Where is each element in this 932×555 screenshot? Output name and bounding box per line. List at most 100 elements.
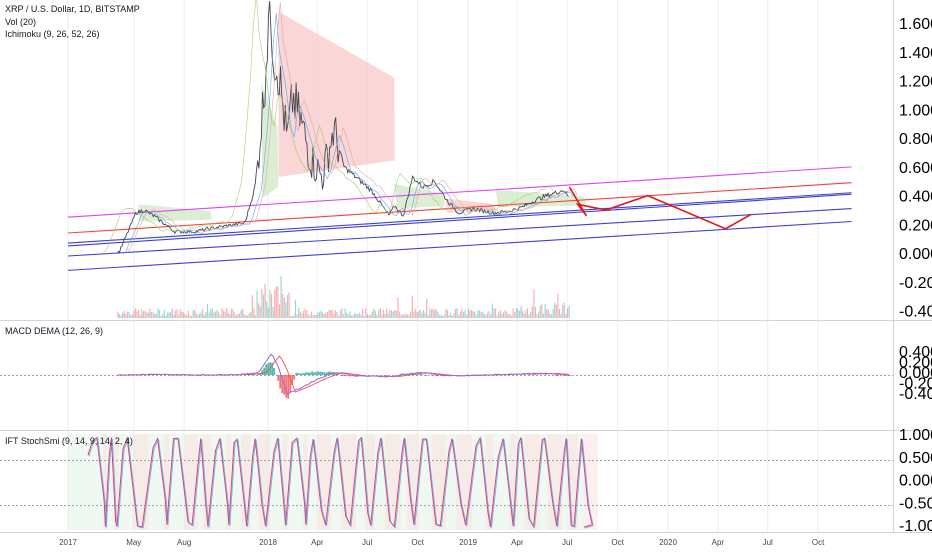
cloud-segment bbox=[444, 198, 496, 213]
price-series bbox=[103, 0, 578, 254]
volume-bar bbox=[270, 293, 273, 318]
volume-bar bbox=[410, 311, 412, 318]
macd-histogram-bar bbox=[333, 372, 336, 375]
volume-bar bbox=[360, 314, 362, 318]
volume-bar bbox=[568, 305, 570, 318]
macd-line bbox=[117, 353, 570, 395]
volume-bar bbox=[509, 313, 511, 318]
volume-bar bbox=[237, 314, 239, 318]
y-tick-label: 0.60000 bbox=[899, 160, 932, 177]
volume-bar bbox=[526, 308, 529, 318]
volume-bar bbox=[346, 312, 348, 318]
volume-bar bbox=[282, 293, 284, 318]
volume-bar bbox=[277, 286, 279, 318]
volume-bar bbox=[155, 313, 157, 318]
stoch-red-zone bbox=[282, 434, 288, 530]
ichimoku-base-line bbox=[127, 2, 578, 254]
volume-bar bbox=[162, 314, 164, 318]
y-tick-label: 0.00000 bbox=[899, 246, 932, 263]
volume-bar bbox=[272, 307, 274, 318]
volume-bar bbox=[299, 311, 301, 318]
volume-bar bbox=[294, 299, 297, 318]
volume-bar bbox=[502, 312, 505, 318]
volume-bar bbox=[309, 315, 311, 318]
macd-histogram-bar bbox=[267, 363, 270, 375]
volume-bar bbox=[202, 308, 204, 318]
volume-bar bbox=[506, 311, 508, 318]
volume-bar bbox=[446, 309, 449, 318]
volume-bar bbox=[288, 292, 290, 318]
volume-bar bbox=[531, 306, 533, 318]
volume-bar bbox=[285, 302, 287, 318]
volume-bar bbox=[381, 314, 383, 318]
volume-bar bbox=[358, 312, 361, 318]
x-tick-label: 2017 bbox=[59, 538, 77, 547]
volume-bar bbox=[154, 314, 156, 318]
volume-bar bbox=[243, 314, 245, 318]
volume-bars bbox=[117, 276, 570, 318]
macd-histogram-bar bbox=[259, 372, 262, 375]
trend-line-blue bbox=[67, 220, 852, 271]
macd-histogram-bar bbox=[327, 371, 330, 375]
volume-bar bbox=[469, 310, 471, 318]
volume-bar bbox=[547, 309, 549, 318]
macd-histogram-bar bbox=[349, 375, 352, 377]
volume-bar bbox=[248, 313, 250, 318]
volume-bar bbox=[443, 315, 445, 318]
volume-bar bbox=[238, 313, 241, 318]
volume-bar bbox=[323, 314, 325, 318]
x-tick-label: Jul bbox=[562, 538, 572, 547]
volume-bar bbox=[550, 314, 553, 318]
volume-bar bbox=[147, 312, 149, 318]
volume-bar bbox=[419, 309, 421, 318]
volume-bar bbox=[368, 315, 370, 318]
stoch-red-zone bbox=[258, 434, 271, 530]
volume-bar bbox=[298, 308, 300, 318]
volume-bar bbox=[464, 309, 466, 318]
volume-bar bbox=[253, 308, 255, 318]
volume-bar bbox=[515, 308, 517, 318]
x-tick-label: Jul bbox=[763, 538, 773, 547]
volume-bar bbox=[371, 311, 373, 318]
volume-bar bbox=[488, 311, 490, 318]
volume-bar bbox=[352, 315, 354, 318]
stoch-red-zone bbox=[132, 434, 149, 530]
macd-histogram-bar bbox=[311, 371, 314, 375]
y-tick-label: 0.40000 bbox=[899, 344, 932, 361]
volume-bar bbox=[565, 313, 567, 318]
x-tick-label: Aug bbox=[177, 538, 191, 547]
volume-bar bbox=[286, 295, 289, 318]
macd-histogram-bar bbox=[307, 372, 310, 375]
volume-bar bbox=[302, 311, 305, 318]
volume-bar bbox=[454, 309, 457, 318]
volume-bar bbox=[445, 308, 447, 318]
volume-bar bbox=[261, 288, 263, 318]
volume-bar bbox=[328, 309, 330, 318]
macd-histogram-bar bbox=[303, 372, 306, 375]
volume-bar bbox=[365, 308, 367, 318]
macd-histogram-bar bbox=[325, 372, 328, 375]
volume-bar bbox=[507, 314, 509, 318]
macd-histogram-bar bbox=[279, 375, 282, 389]
macd-histogram-bar bbox=[335, 373, 338, 375]
macd-histogram-bar bbox=[257, 373, 260, 375]
y-tick-label: -0.20000 bbox=[899, 275, 932, 292]
macd-title: MACD DEMA (12, 26, 9) bbox=[5, 326, 104, 336]
volume-bar bbox=[122, 312, 124, 318]
macd-histogram-bar bbox=[437, 375, 440, 376]
volume-bar bbox=[120, 315, 122, 318]
cloud-segment bbox=[394, 184, 445, 209]
volume-bar bbox=[322, 312, 324, 318]
volume-bar bbox=[251, 295, 253, 318]
volume-bar bbox=[144, 310, 146, 318]
macd-histogram-bar bbox=[313, 372, 316, 375]
volume-bar bbox=[490, 314, 492, 318]
macd-histogram-bar bbox=[467, 374, 470, 375]
volume-bar bbox=[150, 312, 153, 318]
volume-bar bbox=[400, 314, 402, 318]
volume-bar bbox=[522, 310, 524, 318]
volume-bar bbox=[555, 304, 557, 318]
stoch-red-zone bbox=[431, 434, 447, 530]
volume-bar bbox=[126, 311, 129, 318]
macd-histogram-bar bbox=[529, 374, 532, 375]
